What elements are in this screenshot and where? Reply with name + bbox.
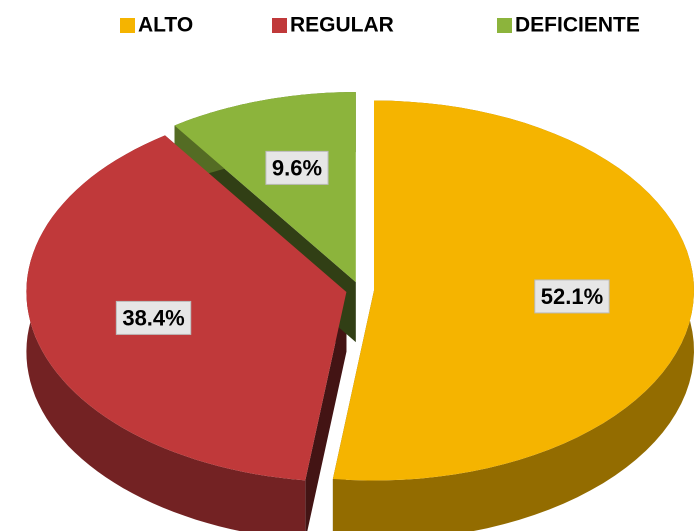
data-label-box: [265, 150, 329, 185]
data-label-box: [115, 300, 192, 335]
legend-swatch: [497, 18, 512, 33]
slice-wall: [305, 292, 347, 531]
data-label: 38.4%: [122, 305, 184, 330]
legend-label: DEFICIENTE: [515, 14, 640, 37]
labels: 52.1% 38.4% 9.6%: [115, 150, 610, 335]
legend-swatch: [272, 18, 287, 33]
legend-label: ALTO: [138, 14, 193, 37]
legend: ALTO REGULAR DEFICIENTE: [120, 14, 640, 37]
legend-swatch: [120, 18, 135, 33]
data-label: 9.6%: [272, 155, 322, 180]
slice: [332, 100, 694, 481]
data-label: 52.1%: [541, 284, 603, 309]
data-label-box: [534, 279, 610, 314]
tops: [26, 92, 694, 481]
legend-label: REGULAR: [290, 14, 394, 37]
slice-side: [26, 135, 306, 531]
slice: [174, 92, 356, 283]
